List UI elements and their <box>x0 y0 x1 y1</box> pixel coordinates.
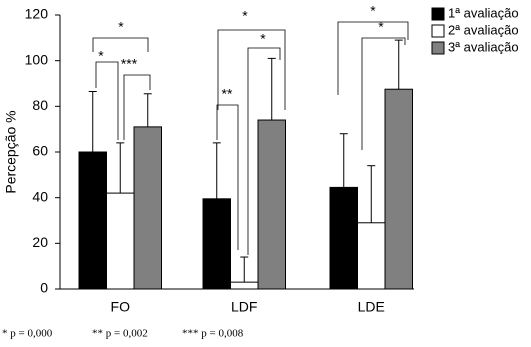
x-tick-label: LDE <box>358 299 385 315</box>
significance-bracket <box>337 21 409 95</box>
significance-bracket <box>216 104 239 250</box>
legend-swatch <box>431 7 445 21</box>
error-bar <box>240 256 249 283</box>
error-bar <box>367 165 376 223</box>
significance-bracket <box>217 29 286 110</box>
bar <box>257 119 286 290</box>
x-tick-label: FO <box>111 299 131 315</box>
y-axis-label: Percepção % <box>3 110 19 193</box>
bar <box>202 198 231 290</box>
error-bar <box>267 57 276 121</box>
error-bar <box>339 133 348 188</box>
significance-bracket <box>361 37 406 150</box>
x-tick-label: LDF <box>231 299 257 315</box>
significance-label: * <box>378 19 384 35</box>
significance-label: * <box>242 8 248 24</box>
legend-swatch <box>431 41 445 55</box>
y-tick-label: 60 <box>32 143 48 159</box>
significance-label: ** <box>222 86 233 102</box>
bar <box>78 151 107 290</box>
error-bar <box>212 142 221 199</box>
significance-label: * <box>370 3 376 19</box>
y-tick-label: 0 <box>40 280 48 296</box>
bar <box>106 192 135 290</box>
bar <box>357 222 386 290</box>
error-bar <box>88 90 97 152</box>
error-bar <box>143 93 152 127</box>
footnote: * p = 0,000 <box>2 328 53 340</box>
legend-label: 3ª avaliação <box>448 39 519 54</box>
y-tick-label: 40 <box>32 188 48 204</box>
significance-bracket <box>95 61 119 140</box>
y-tick-label: 120 <box>25 6 49 22</box>
error-bar <box>394 39 403 90</box>
y-tick-label: 20 <box>32 234 48 250</box>
significance-bracket <box>247 47 281 255</box>
footnote: *** p = 0,008 <box>182 328 244 340</box>
footnote: ** p = 0,002 <box>92 328 148 340</box>
bar <box>230 281 259 290</box>
significance-bracket <box>123 74 151 140</box>
significance-label: *** <box>121 56 138 72</box>
bar <box>133 126 162 290</box>
significance-bracket <box>92 37 149 52</box>
legend-label: 2ª avaliação <box>448 22 519 37</box>
significance-label: * <box>260 31 266 47</box>
significance-label: * <box>98 48 104 64</box>
bar <box>329 186 358 290</box>
y-tick-label: 100 <box>25 51 49 67</box>
bar <box>384 88 413 290</box>
y-tick-label: 80 <box>32 97 48 113</box>
legend-label: 1ª avaliação <box>448 5 519 20</box>
error-bar <box>116 142 125 194</box>
significance-label: * <box>118 19 124 35</box>
legend-swatch <box>431 24 445 38</box>
